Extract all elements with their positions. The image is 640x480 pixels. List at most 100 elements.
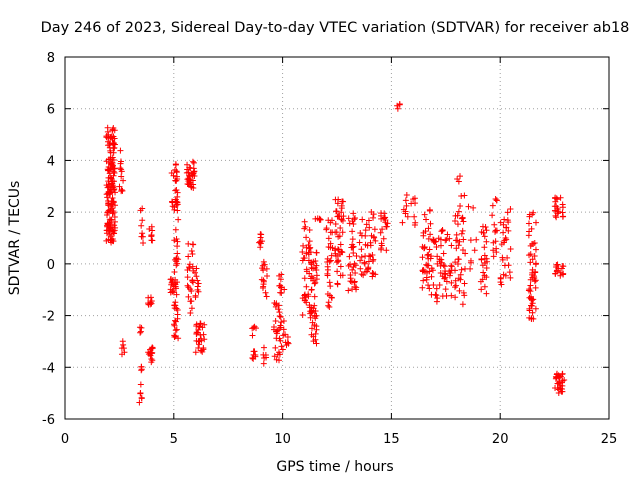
data-point [460,289,467,296]
data-point [446,235,453,242]
data-point [305,293,312,300]
data-point [465,203,472,210]
data-point [105,156,112,163]
data-point [149,357,156,364]
data-point [437,236,444,243]
data-point [273,300,280,307]
data-point [284,333,291,340]
data-point [431,239,438,246]
data-point [188,170,195,177]
data-point [277,313,284,320]
data-point [557,269,564,276]
data-point [329,217,336,224]
data-point [457,271,464,278]
data-point [300,242,307,249]
tick-marks [64,56,610,420]
data-point [192,269,199,276]
data-point [117,147,124,154]
data-point [193,330,200,337]
data-point [553,195,560,202]
data-point [419,254,426,261]
data-point [148,232,155,239]
data-point [553,262,560,269]
data-point [478,286,485,293]
data-point [172,333,179,340]
data-point [108,159,115,166]
data-point [356,239,363,246]
data-point [384,220,391,227]
data-point [452,237,459,244]
data-point [136,399,143,406]
data-point [313,323,320,330]
data-point [259,238,266,245]
data-point [533,219,540,226]
data-point [483,290,490,297]
y-tick-label: 8 [47,51,55,66]
data-point [105,199,112,206]
data-point [332,196,339,203]
data-point [301,218,308,225]
data-point [366,224,373,231]
data-point [170,282,177,289]
data-point [324,270,331,277]
data-point [335,258,342,265]
data-point [107,147,114,154]
data-point [174,201,181,208]
data-point [459,215,466,222]
data-point [455,178,462,185]
data-point [106,170,113,177]
data-point [313,272,320,279]
data-point [497,275,504,282]
data-point [313,249,320,256]
data-point [174,238,181,245]
data-point [351,260,358,267]
data-point [185,293,192,300]
data-point [527,276,534,283]
data-point [257,234,264,241]
data-point [528,302,535,309]
data-point [195,326,202,333]
data-point [559,388,566,395]
data-point [275,349,282,356]
data-point [190,159,197,166]
data-point [531,278,538,285]
data-point [145,294,152,301]
data-point [310,333,317,340]
data-point [427,231,434,238]
data-point [364,242,371,249]
data-point [327,240,334,247]
data-point [452,218,459,225]
data-point [111,222,118,229]
data-point [455,208,462,215]
data-point [553,214,560,221]
data-point [432,238,439,245]
data-point [105,135,112,142]
data-point [447,270,454,277]
data-point [185,253,192,260]
data-point [350,250,357,257]
data-point [184,161,191,168]
data-point [137,390,144,397]
data-point [381,215,388,222]
data-point [309,265,316,272]
data-point [369,251,376,258]
data-point [426,268,433,275]
data-point [360,272,367,279]
data-point [426,206,433,213]
data-point [481,259,488,266]
data-point [193,265,200,272]
data-point [250,355,257,362]
data-point [365,217,372,224]
data-point [324,263,331,270]
data-point [448,279,455,286]
data-point [325,243,332,250]
data-point [420,229,427,236]
data-point [493,249,500,256]
data-point [109,210,116,217]
data-point [185,284,192,291]
data-point [477,278,484,285]
data-point [169,287,176,294]
data-point [323,225,330,232]
data-point [526,252,533,259]
data-point [554,370,561,377]
